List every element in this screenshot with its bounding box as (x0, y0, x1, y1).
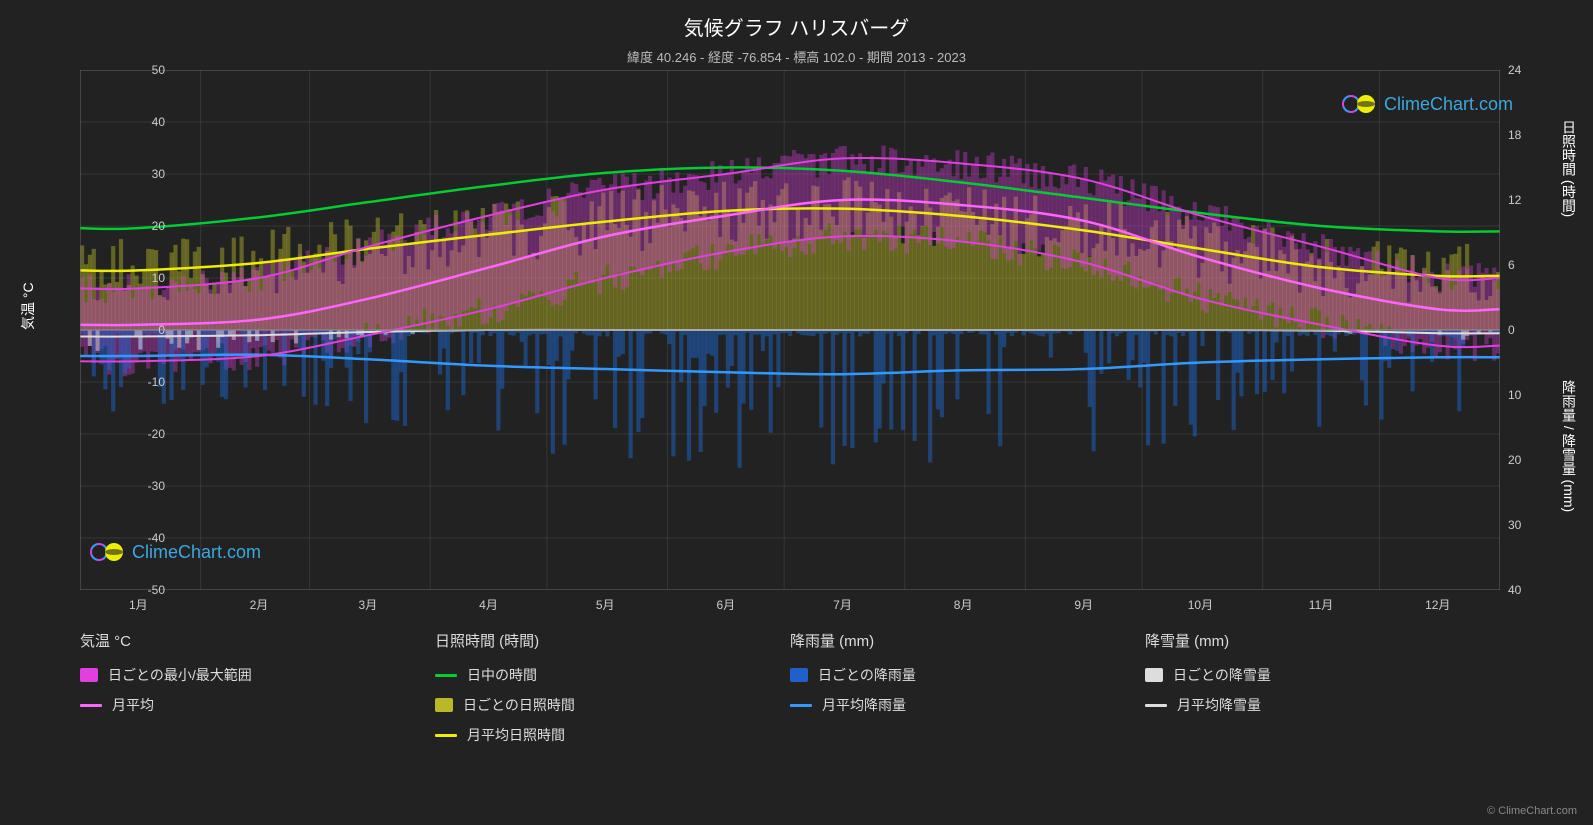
y-tick-left: 30 (85, 167, 165, 181)
legend-item: 月平均 (80, 695, 415, 715)
legend-column: 降雪量 (mm) 日ごとの降雪量月平均降雪量 (1145, 630, 1500, 755)
y-tick-right-hours: 6 (1508, 258, 1515, 272)
legend-swatch (1145, 704, 1167, 707)
legend-label: 日中の時間 (467, 665, 537, 685)
legend-item: 月平均日照時間 (435, 725, 770, 745)
x-tick-month: 2月 (250, 596, 269, 613)
y-tick-right-mm: 40 (1508, 583, 1521, 597)
legend-header: 降雪量 (mm) (1145, 630, 1480, 651)
chart-title: 気候グラフ ハリスバーグ (0, 0, 1593, 41)
y-tick-right-mm: 20 (1508, 453, 1521, 467)
legend-swatch (1145, 668, 1163, 682)
x-tick-month: 6月 (716, 596, 735, 613)
copyright-text: © ClimeChart.com (1487, 805, 1577, 817)
y-tick-left: 50 (85, 63, 165, 77)
legend-label: 日ごとの最小/最大範囲 (108, 665, 252, 685)
y-axis-left-label: 気温 °C (18, 282, 38, 330)
y-tick-right-hours: 12 (1508, 193, 1521, 207)
climate-plot-svg (80, 70, 1500, 590)
climechart-logo-top: ClimeChart.com (1342, 92, 1513, 116)
legend-swatch (80, 668, 98, 682)
y-tick-left: 10 (85, 271, 165, 285)
legend-swatch (790, 668, 808, 682)
y-tick-left: -50 (85, 583, 165, 597)
y-tick-right-hours: 24 (1508, 63, 1521, 77)
x-tick-month: 1月 (129, 596, 148, 613)
legend-column: 降雨量 (mm) 日ごとの降雨量月平均降雨量 (790, 630, 1145, 755)
y-tick-left: 0 (85, 323, 165, 337)
legend-label: 日ごとの日照時間 (463, 695, 575, 715)
legend-label: 月平均降雨量 (822, 695, 906, 715)
y-tick-left: -10 (85, 375, 165, 389)
y-tick-left: -20 (85, 427, 165, 441)
legend-header: 降雨量 (mm) (790, 630, 1125, 651)
logo-text: ClimeChart.com (1384, 94, 1513, 115)
x-tick-month: 9月 (1074, 596, 1093, 613)
x-tick-month: 5月 (596, 596, 615, 613)
legend-swatch (435, 674, 457, 677)
legend-swatch (435, 734, 457, 737)
legend-label: 日ごとの降雨量 (818, 665, 916, 685)
legend-swatch (790, 704, 812, 707)
legend-item: 日ごとの最小/最大範囲 (80, 665, 415, 685)
legend-item: 月平均降雨量 (790, 695, 1125, 715)
x-tick-month: 3月 (359, 596, 378, 613)
legend-column: 気温 °C 日ごとの最小/最大範囲月平均 (80, 630, 435, 755)
legend-label: 月平均日照時間 (467, 725, 565, 745)
legend-item: 日ごとの降雨量 (790, 665, 1125, 685)
legend-column: 日照時間 (時間) 日中の時間日ごとの日照時間月平均日照時間 (435, 630, 790, 755)
y-tick-right-mm: 10 (1508, 388, 1521, 402)
legend-item: 月平均降雪量 (1145, 695, 1480, 715)
climechart-logo-bottom: ClimeChart.com (90, 540, 261, 564)
x-tick-month: 4月 (479, 596, 498, 613)
legend-item: 日ごとの降雪量 (1145, 665, 1480, 685)
x-tick-month: 11月 (1309, 596, 1333, 613)
legend-label: 日ごとの降雪量 (1173, 665, 1271, 685)
y-axis-right-label-sunshine: 日照時間 (時間) (1559, 120, 1579, 217)
legend-swatch (80, 704, 102, 707)
x-tick-month: 8月 (954, 596, 973, 613)
chart-subtitle: 緯度 40.246 - 経度 -76.854 - 標高 102.0 - 期間 2… (0, 41, 1593, 66)
y-axis-right-label-precip: 降雨量 / 降雪量 (mm) (1559, 380, 1579, 512)
chart-area (80, 70, 1500, 590)
y-tick-left: -30 (85, 479, 165, 493)
y-tick-right-mm: 30 (1508, 518, 1521, 532)
climechart-logo-icon (90, 540, 126, 564)
legend-item: 日中の時間 (435, 665, 770, 685)
climechart-logo-icon (1342, 92, 1378, 116)
legend-item: 日ごとの日照時間 (435, 695, 770, 715)
x-tick-month: 12月 (1425, 596, 1450, 613)
legend-label: 月平均降雪量 (1177, 695, 1261, 715)
chart-legend: 気温 °C 日ごとの最小/最大範囲月平均 日照時間 (時間) 日中の時間日ごとの日照時… (80, 630, 1500, 755)
y-tick-left: 40 (85, 115, 165, 129)
legend-swatch (435, 698, 453, 712)
x-tick-month: 10月 (1188, 596, 1213, 613)
x-tick-month: 7月 (833, 596, 852, 613)
y-tick-left: 20 (85, 219, 165, 233)
legend-header: 気温 °C (80, 630, 415, 651)
legend-header: 日照時間 (時間) (435, 630, 770, 651)
logo-text: ClimeChart.com (132, 542, 261, 563)
legend-label: 月平均 (112, 695, 154, 715)
y-tick-right-hours: 0 (1508, 323, 1515, 337)
y-tick-right-hours: 18 (1508, 128, 1521, 142)
